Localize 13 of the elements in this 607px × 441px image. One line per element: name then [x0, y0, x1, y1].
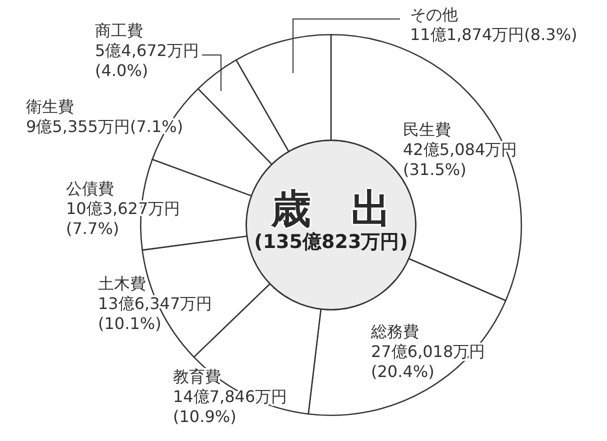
slice-label: 総務費	[370, 322, 419, 342]
slice-label: その他	[410, 5, 458, 24]
slice-label: 衛生費	[26, 97, 74, 116]
slice-label: 公債費	[66, 179, 114, 198]
slice-label: 商工費	[95, 21, 143, 40]
data-label: 14億7,846万円 (10.9%)	[173, 387, 288, 426]
data-label: 5億4,672万円 (4.0%)	[95, 41, 199, 80]
data-label: 27億6,018万円 (20.4%)	[371, 342, 486, 382]
text: (135億823万円)	[254, 230, 408, 253]
data-label: 11億1,874万円(8.3%)	[410, 25, 578, 44]
slice-label: 民生費	[403, 120, 451, 140]
slice-label: 土木費	[98, 274, 146, 294]
text: 歳 出	[270, 186, 391, 232]
